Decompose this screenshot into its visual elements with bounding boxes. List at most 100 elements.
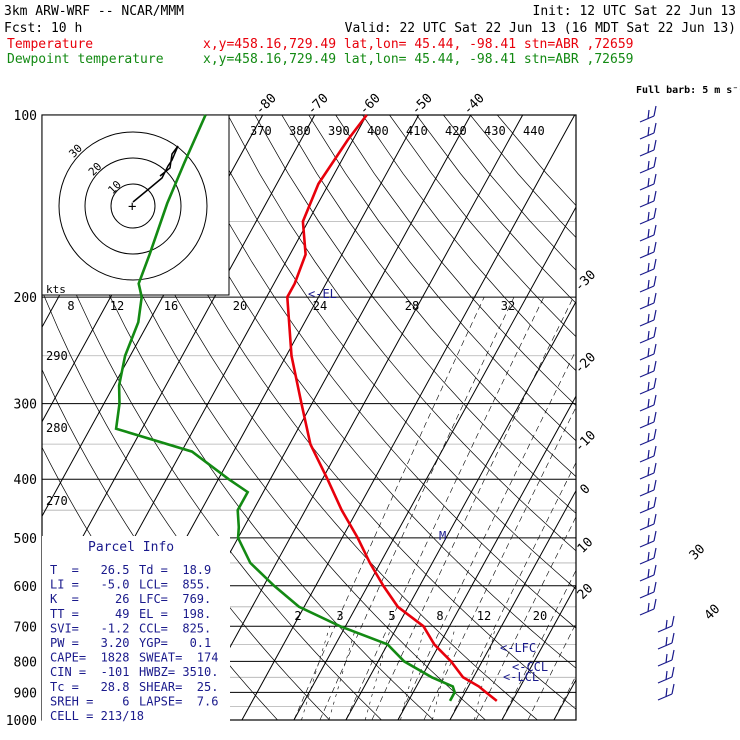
isotherm-line	[449, 489, 576, 720]
isotherm-tick-label: 20	[575, 581, 597, 603]
wind-barb	[639, 581, 657, 599]
moist-adiabat	[475, 516, 576, 720]
wind-barb	[639, 445, 657, 463]
wind-barb	[639, 309, 657, 327]
wind-barb	[639, 598, 657, 616]
mixing-ratio-label: 5	[388, 609, 395, 623]
dry-adiabat	[227, 115, 576, 552]
parcel-info-right: YGP= 0.1	[139, 636, 211, 650]
moist-adiabat	[449, 461, 576, 720]
wind-barb	[639, 207, 657, 225]
mixing-ratio-line	[432, 626, 456, 720]
isotherm-tick-label: 30	[687, 542, 709, 564]
mixing-ratio-line	[474, 626, 496, 720]
wind-barb	[657, 683, 675, 701]
theta-tick-label: 440	[523, 124, 545, 138]
header: 3km ARW-WRF -- NCAR/MMM Init: 12 UTC Sat…	[4, 4, 736, 67]
moist-adiabat	[501, 569, 576, 720]
hodograph-units: kts	[46, 283, 66, 296]
temperature-profile-line	[285, 114, 498, 702]
dry-adiabat	[42, 207, 382, 720]
dry-adiabat	[362, 115, 576, 372]
parcel-info-right: Td = 18.9	[139, 563, 211, 577]
wind-barb	[639, 428, 657, 446]
pressure-tick-label: 300	[14, 398, 37, 413]
parcel-info-left: CAPE= 1828	[50, 651, 129, 665]
moist-adiabat	[527, 622, 576, 720]
storm-motion-marker: +	[128, 199, 136, 215]
wind-barb	[639, 275, 657, 293]
dry-adiabat	[470, 115, 576, 238]
parcel-info-left: PW = 3.20	[50, 636, 129, 650]
barb-legend: Full barb: 5 m s⁻¹	[636, 85, 740, 96]
temperature-legend-label: Temperature	[7, 37, 93, 52]
hodograph-axis-label: 32	[501, 299, 515, 313]
hodograph-axis-label: 16	[164, 299, 178, 313]
theta-tick-label: 290	[46, 349, 68, 363]
wind-barb	[639, 513, 657, 531]
dry-adiabat	[308, 115, 576, 442]
init-time: Init: 12 UTC Sat 22 Jun 13	[533, 4, 737, 19]
hodograph-axis-label: 28	[405, 299, 419, 313]
wind-barb	[639, 224, 657, 242]
dry-adiabat	[65, 115, 486, 720]
pressure-tick-label: 800	[14, 655, 37, 670]
dry-adiabat	[200, 115, 576, 590]
wind-barb	[657, 666, 675, 684]
wind-barb	[639, 343, 657, 361]
dry-adiabat	[254, 115, 576, 514]
wind-barb	[657, 615, 675, 633]
mixing-ratio-label: 8	[436, 609, 443, 623]
pressure-tick-label: 200	[14, 291, 37, 306]
parcel-info-right: SHEAR= 25.	[139, 680, 218, 694]
theta-tick-label: 280	[46, 421, 68, 435]
wind-barb	[639, 241, 657, 259]
parcel-info-title: Parcel Info	[88, 540, 174, 555]
isotherm-tick-label: -60	[357, 91, 384, 118]
theta-tick-label: 430	[484, 124, 506, 138]
wind-barbs	[639, 105, 675, 701]
dry-adiabat	[281, 115, 576, 478]
dry-adiabat	[443, 115, 576, 271]
isotherm-tick-label: 10	[575, 535, 597, 557]
dewpoint-legend-info: x,y=458.16,729.49 lat,lon= 45.44, -98.41…	[203, 52, 633, 67]
level-annotation: M	[439, 529, 446, 543]
theta-tick-label: 380	[289, 124, 311, 138]
parcel-info-left: TT = 49	[50, 607, 129, 621]
wind-barb	[639, 326, 657, 344]
moist-adiabat	[319, 296, 515, 720]
parcel-info-right: LFC= 769.	[139, 592, 211, 606]
theta-tick-label: 400	[367, 124, 389, 138]
dry-adiabat	[42, 121, 434, 720]
pressure-tick-label: 900	[14, 686, 37, 701]
level-annotation: <-LCL	[503, 670, 539, 684]
hodograph-axis-label: 24	[313, 299, 327, 313]
theta-tick-label: 410	[406, 124, 428, 138]
moist-adiabat	[293, 296, 485, 720]
hodograph-frame	[41, 114, 230, 296]
wind-barb	[639, 360, 657, 378]
isotherm-line	[189, 115, 524, 720]
isotherm-tick-label: -40	[461, 91, 488, 118]
hodograph-ring	[84, 157, 182, 255]
wind-barb	[639, 105, 657, 123]
wind-barb	[639, 258, 657, 276]
isotherm-line	[345, 300, 576, 720]
level-annotation: <-CCL	[512, 660, 548, 674]
hodograph-axis-label: 12	[110, 299, 124, 313]
moist-adiabat	[553, 674, 576, 720]
level-annotation: <-EL	[308, 287, 337, 301]
profile-lines	[114, 114, 498, 702]
parcel-info-left: SREH = 6	[50, 694, 129, 708]
pressure-tick-label: 600	[14, 580, 37, 595]
wind-barb	[639, 411, 657, 429]
wind-barb	[657, 649, 675, 667]
parcel-info-left: K = 26	[50, 592, 129, 606]
dry-adiabat	[146, 115, 576, 669]
isotherm-tick-label: -70	[305, 91, 332, 118]
parcel-info-left: SVI= -1.2	[50, 621, 129, 635]
isotherm-line	[553, 678, 576, 720]
isotherm-line	[241, 115, 576, 720]
wind-barb	[639, 292, 657, 310]
